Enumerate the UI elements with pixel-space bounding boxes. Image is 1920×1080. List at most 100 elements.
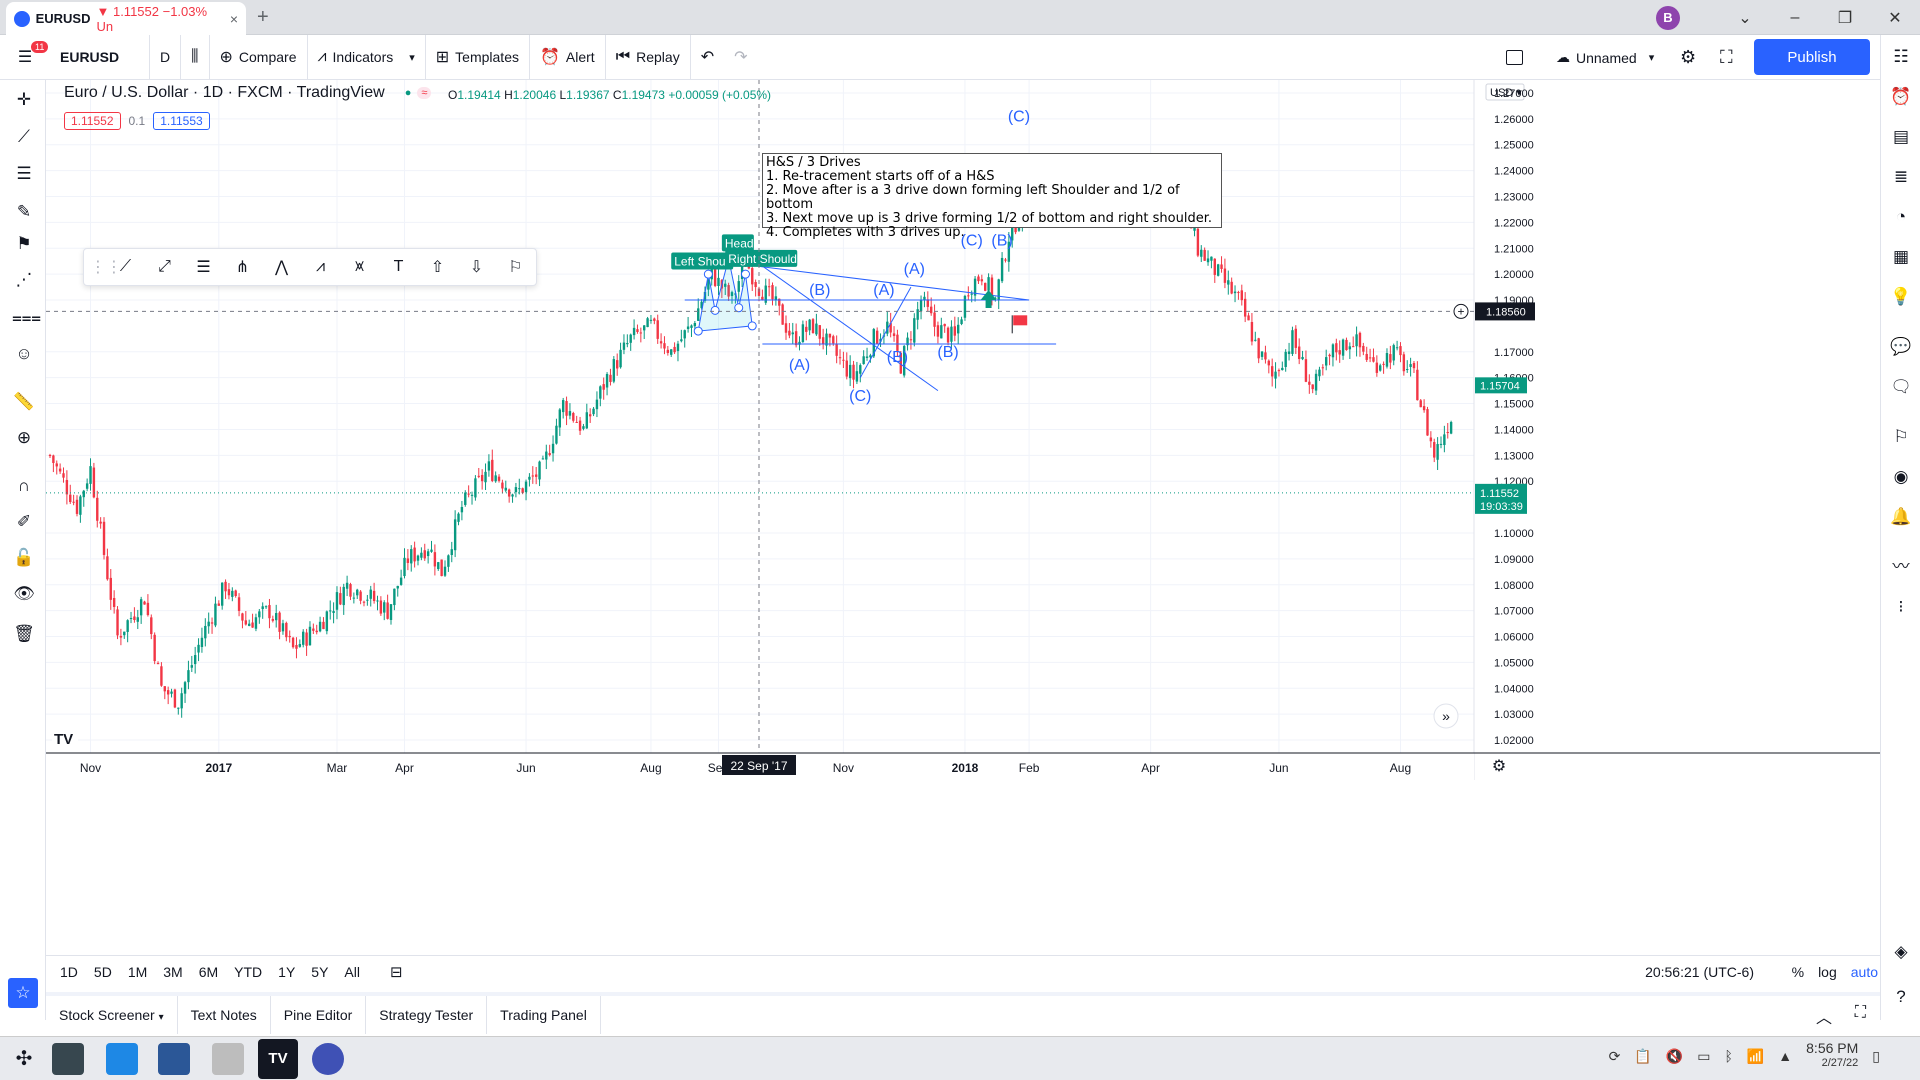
bluetooth-icon[interactable]: ᛒ bbox=[1724, 1048, 1733, 1064]
forecast-icon[interactable]: ⩶ bbox=[12, 308, 42, 327]
volume-muted-icon[interactable]: 🔇 bbox=[1665, 1047, 1684, 1064]
range-1d[interactable]: 1D bbox=[60, 963, 78, 980]
range-5d[interactable]: 5D bbox=[93, 963, 112, 980]
chat-icon[interactable]: 💬 bbox=[1890, 337, 1912, 356]
clipboard-icon[interactable]: 📋 bbox=[1634, 1047, 1652, 1064]
market-status-icon[interactable]: ● bbox=[404, 87, 412, 99]
messages-icon[interactable]: 🗨 bbox=[1890, 377, 1912, 396]
browser-tab[interactable]: EURUSD ▼ 1.11552 −1.03% Un × bbox=[6, 2, 246, 35]
layout-toggle-button[interactable] bbox=[1506, 35, 1523, 80]
ruler-icon[interactable]: 📏 bbox=[13, 392, 35, 411]
templates-button[interactable]: ⊞ Templates bbox=[426, 34, 530, 80]
range-1m[interactable]: 1M bbox=[127, 963, 148, 980]
pitchfork-icon[interactable]: ⋔ bbox=[235, 259, 250, 276]
chart-style-button[interactable]: ⫼ bbox=[181, 34, 210, 80]
restore-icon[interactable]: ❐ bbox=[1837, 9, 1853, 27]
favorites-star-icon[interactable]: ☆ bbox=[8, 978, 38, 1008]
patterns-icon[interactable]: ⋰ bbox=[15, 270, 33, 289]
arrow-down-icon[interactable]: ⇩ bbox=[469, 259, 484, 276]
tray-up-icon[interactable]: ▲ bbox=[1778, 1048, 1793, 1064]
tab-close-icon[interactable]: × bbox=[229, 10, 238, 27]
ideas-icon[interactable]: 💡 bbox=[1890, 287, 1912, 306]
terminal-icon[interactable] bbox=[52, 1043, 84, 1075]
trendline-icon[interactable]: ⟋ bbox=[18, 127, 30, 146]
range-all[interactable]: All bbox=[344, 963, 360, 980]
crosshair-icon[interactable]: ✛ bbox=[16, 90, 32, 109]
text-note-annotation[interactable]: H&S / 3 Drives 1. Re-tracement starts of… bbox=[762, 153, 1222, 240]
eye-icon[interactable]: 👁 bbox=[13, 584, 35, 603]
show-desktop-icon[interactable]: ▯ bbox=[1872, 1047, 1880, 1064]
trendline-icon[interactable]: ⟋ bbox=[119, 258, 132, 275]
log-toggle[interactable]: log bbox=[1818, 964, 1837, 980]
app-icon[interactable] bbox=[312, 1043, 344, 1075]
hotlist-icon[interactable]: ≣ bbox=[1893, 167, 1909, 186]
store-icon[interactable] bbox=[106, 1043, 138, 1075]
launcher-icon[interactable]: ✣ bbox=[15, 1048, 33, 1070]
calendar-pie-icon[interactable]: ◔ bbox=[1895, 207, 1907, 226]
redo-button[interactable]: ↷ bbox=[724, 35, 757, 80]
undo-button[interactable]: ↶ bbox=[691, 35, 724, 80]
range-1y[interactable]: 1Y bbox=[278, 963, 296, 980]
range-3m[interactable]: 3M bbox=[163, 963, 183, 980]
drag-icon[interactable]: ⋮⋮ bbox=[90, 259, 122, 276]
flag-icon[interactable]: ⚑ bbox=[16, 234, 32, 253]
xabcd-icon[interactable]: ⋀ bbox=[274, 259, 289, 276]
order-panel-icon[interactable]: ⁝ bbox=[1898, 597, 1904, 616]
goto-date-icon[interactable]: ⊟ bbox=[389, 963, 403, 981]
auto-toggle[interactable]: auto bbox=[1850, 964, 1878, 980]
settings-button[interactable]: ⚙ bbox=[1680, 35, 1696, 80]
ray-icon[interactable]: ⤢ bbox=[158, 258, 171, 275]
layout-name-button[interactable]: ☁ Unnamed ▾ bbox=[1556, 35, 1654, 80]
new-tab-button[interactable]: + bbox=[257, 6, 269, 28]
broadcast-icon[interactable]: ◉ bbox=[1893, 467, 1909, 486]
zoom-in-icon[interactable]: ⊕ bbox=[16, 428, 32, 447]
fib-retracement-icon[interactable]: ☰ bbox=[16, 164, 32, 183]
maximize-panel-icon[interactable]: ⛶ bbox=[1854, 1004, 1866, 1021]
alerts-clock-icon[interactable]: ⏰ bbox=[1890, 87, 1912, 106]
files-icon[interactable] bbox=[158, 1043, 190, 1075]
magnet-icon[interactable]: ∩ bbox=[17, 476, 31, 495]
percent-toggle[interactable]: % bbox=[1791, 964, 1805, 980]
exchange-clock[interactable]: 20:56:21 (UTC-6) bbox=[1645, 964, 1754, 980]
taskbar-clock[interactable]: 8:56 PM 2/27/22 bbox=[1806, 1041, 1858, 1071]
compare-button[interactable]: ⊕ Compare bbox=[210, 34, 308, 80]
main-menu-button[interactable]: ☰ 11 bbox=[0, 35, 50, 80]
lock-drawing-icon[interactable]: ✐ bbox=[16, 512, 32, 531]
profile-avatar[interactable]: B bbox=[1656, 5, 1680, 30]
abcd-icon[interactable]: ⩘ bbox=[315, 258, 326, 275]
minimize-icon[interactable]: – bbox=[1790, 8, 1800, 26]
lock-icon[interactable]: 🔓 bbox=[13, 548, 35, 567]
battery-icon[interactable]: ▭ bbox=[1697, 1047, 1711, 1064]
wifi-icon[interactable]: 📶 bbox=[1746, 1047, 1765, 1064]
symbol-search-button[interactable]: EURUSD bbox=[50, 34, 150, 80]
tab-stock-screener[interactable]: Stock Screener ▾ bbox=[46, 996, 178, 1034]
data-window-icon[interactable]: ▤ bbox=[1892, 127, 1910, 146]
watchlist-icon[interactable]: ☷ bbox=[1893, 47, 1909, 66]
chevron-down-icon[interactable]: ⌄ bbox=[1738, 9, 1752, 27]
publish-button[interactable]: Publish bbox=[1754, 39, 1870, 75]
indicators-button[interactable]: ⩘ Indicators ▾ bbox=[308, 34, 426, 80]
delay-badge-icon[interactable]: ≈ bbox=[417, 87, 432, 99]
sync-icon[interactable]: ⟳ bbox=[1608, 1047, 1621, 1064]
layers-icon[interactable]: ◈ bbox=[1894, 942, 1908, 961]
parallel-channel-icon[interactable]: ☰ bbox=[196, 259, 211, 276]
tab-strategy-tester[interactable]: Strategy Tester bbox=[366, 996, 488, 1034]
bid-price[interactable]: 1.11552 bbox=[64, 112, 121, 130]
arrow-up-icon[interactable]: ⇧ bbox=[430, 259, 445, 276]
tab-pine-editor[interactable]: Pine Editor bbox=[271, 996, 367, 1034]
symbol-title[interactable]: Euro / U.S. Dollar · 1D · FXCM · Trading… bbox=[64, 84, 385, 101]
stocks-icon[interactable]: 〰 bbox=[1892, 557, 1910, 576]
chevron-up-icon[interactable]: ︿ bbox=[1815, 1010, 1832, 1027]
help-icon[interactable]: ? bbox=[1896, 987, 1906, 1006]
tradingview-app-icon[interactable]: TV bbox=[258, 1039, 298, 1079]
flag-icon[interactable]: ⚐ bbox=[508, 259, 523, 276]
interval-button[interactable]: D bbox=[150, 34, 182, 80]
tab-trading-panel[interactable]: Trading Panel bbox=[487, 996, 601, 1034]
range-ytd[interactable]: YTD bbox=[234, 963, 263, 980]
alert-button[interactable]: ⏰ Alert bbox=[530, 34, 606, 80]
close-window-icon[interactable]: ✕ bbox=[1888, 9, 1902, 27]
elliott-wave-icon[interactable]: ⩙ bbox=[354, 258, 365, 275]
document-icon[interactable] bbox=[212, 1043, 244, 1075]
range-5y[interactable]: 5Y bbox=[311, 963, 329, 980]
notifications-bell-icon[interactable]: 🔔 bbox=[1890, 507, 1912, 526]
